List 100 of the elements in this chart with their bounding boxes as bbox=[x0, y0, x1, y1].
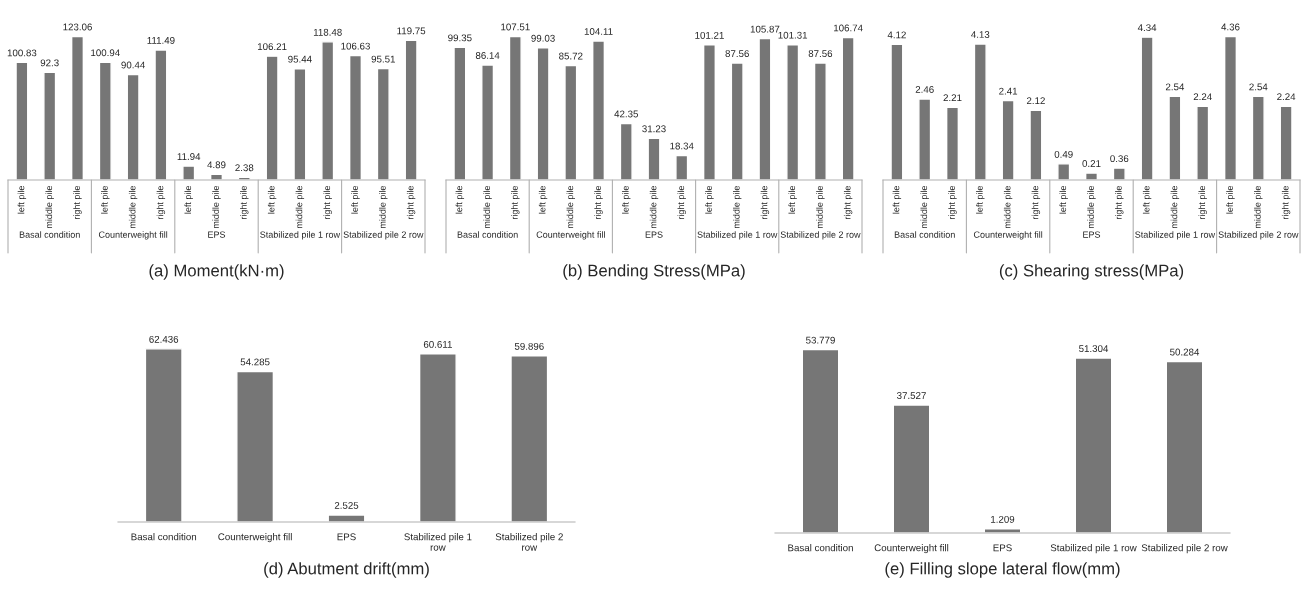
data-label: 118.48 bbox=[313, 28, 342, 36]
data-label: 106.74 bbox=[834, 24, 863, 32]
x-tick-label: right pile bbox=[1281, 185, 1291, 220]
bar bbox=[890, 43, 904, 180]
text: (b) Bending Stress(MPa) bbox=[563, 264, 745, 280]
x-tick-label: middle pile bbox=[732, 185, 742, 229]
data-label: 2.46 bbox=[915, 86, 934, 93]
x-tick-label: Counterweight fill bbox=[874, 544, 949, 554]
bar bbox=[453, 46, 467, 180]
bar bbox=[1001, 99, 1015, 180]
text: Stabilized pile 1 row bbox=[1135, 231, 1216, 240]
bar bbox=[1084, 172, 1099, 180]
x-tick-label: Stabilized pile 2 row bbox=[495, 533, 563, 551]
bar bbox=[404, 39, 418, 180]
data-label: 106.21 bbox=[257, 43, 287, 51]
text: (d) Abutment drift(mm) bbox=[264, 562, 429, 578]
text: (c) Shearing stress(MPa) bbox=[999, 264, 1184, 280]
text: Stabilized pile 2 row bbox=[343, 231, 424, 240]
x-tick-label: middle pile bbox=[483, 185, 492, 229]
bar bbox=[801, 348, 840, 533]
data-label: 4.13 bbox=[971, 31, 990, 38]
x-tick-label: left pile bbox=[892, 185, 902, 214]
data-label: 2.21 bbox=[943, 94, 962, 102]
data-label: 53.779 bbox=[806, 336, 835, 344]
data-label: 60.611 bbox=[423, 340, 452, 348]
bar bbox=[348, 54, 363, 180]
bar bbox=[236, 370, 275, 522]
x-tick-label: left pile bbox=[455, 185, 465, 214]
bar bbox=[813, 62, 827, 180]
bar bbox=[675, 154, 689, 180]
x-tick-label: middle pile bbox=[295, 185, 305, 229]
data-label: 4.36 bbox=[1221, 23, 1240, 31]
bar bbox=[15, 61, 29, 180]
text: (e) Filling slope lateral flow(mm) bbox=[885, 562, 1120, 578]
x-tick-label: middle pile bbox=[566, 185, 576, 229]
x-tick-label: EPS bbox=[337, 533, 356, 541]
text: EPS bbox=[645, 231, 663, 238]
x-tick-label: middle pile bbox=[379, 185, 388, 229]
x-tick-label: left pile bbox=[705, 185, 714, 214]
data-label: 111.49 bbox=[147, 37, 175, 44]
text: Stabilized pile 2 row bbox=[1218, 231, 1299, 240]
data-label: 0.21 bbox=[1082, 160, 1101, 167]
x-tick-label: right pile bbox=[406, 185, 416, 220]
bar bbox=[265, 55, 279, 180]
x-tick-label: right pile bbox=[594, 185, 603, 220]
x-tick-label: left pile bbox=[1226, 185, 1235, 214]
bar bbox=[841, 36, 855, 180]
x-tick-label: Basal condition bbox=[131, 533, 197, 541]
bar bbox=[1168, 95, 1182, 180]
x-tick-label: right pile bbox=[1198, 185, 1207, 220]
data-label: 2.54 bbox=[1249, 83, 1268, 91]
x-tick-label: Counterweight fill bbox=[218, 533, 292, 543]
bar bbox=[1251, 95, 1265, 180]
x-tick-label: right pile bbox=[73, 185, 82, 220]
data-label: 99.03 bbox=[531, 34, 555, 42]
x-tick-label: right pile bbox=[677, 185, 686, 220]
bar bbox=[376, 67, 390, 180]
bar bbox=[1057, 163, 1071, 180]
bar bbox=[1140, 36, 1154, 180]
x-tick-label: right pile bbox=[1115, 185, 1124, 220]
x-tick-label: middle pile bbox=[128, 185, 138, 229]
data-label: 92.3 bbox=[40, 59, 59, 67]
bar bbox=[758, 37, 772, 180]
data-label: 42.35 bbox=[614, 110, 639, 118]
data-label: 4.12 bbox=[887, 31, 906, 39]
x-tick-label: right pile bbox=[240, 185, 249, 220]
text: Basal condition bbox=[457, 231, 518, 238]
data-label: 51.304 bbox=[1079, 345, 1109, 353]
x-tick-label: Stabilized pile 2 row bbox=[1141, 544, 1228, 554]
data-label: 119.75 bbox=[397, 27, 426, 35]
x-tick-label: left pile bbox=[976, 185, 985, 214]
x-tick-label: right pile bbox=[323, 185, 332, 220]
bar bbox=[154, 49, 168, 180]
x-tick-label: middle pile bbox=[1087, 185, 1096, 229]
x-tick-label: left pile bbox=[538, 185, 548, 214]
text: Counterweight fill bbox=[973, 231, 1043, 240]
bar bbox=[1112, 167, 1126, 180]
x-tick-label: left pile bbox=[788, 185, 797, 214]
bar bbox=[1279, 105, 1293, 180]
data-label: 31.23 bbox=[642, 125, 666, 133]
data-label: 106.63 bbox=[341, 42, 370, 50]
bar bbox=[418, 353, 457, 522]
data-label: 2.12 bbox=[1026, 97, 1045, 105]
bar bbox=[536, 47, 550, 180]
data-label: 95.44 bbox=[288, 55, 312, 63]
x-tick-label: left pile bbox=[101, 185, 110, 214]
text: Basal condition bbox=[894, 231, 955, 238]
data-label: 95.51 bbox=[371, 55, 395, 63]
text: (a) Moment(kN·m) bbox=[149, 264, 284, 280]
data-label: 18.34 bbox=[670, 142, 694, 150]
bar bbox=[592, 40, 606, 180]
bar bbox=[730, 62, 744, 180]
bar bbox=[619, 122, 633, 180]
data-label: 104.11 bbox=[584, 28, 613, 35]
x-tick-label: middle pile bbox=[1254, 185, 1263, 229]
data-label: 37.527 bbox=[897, 392, 926, 399]
x-tick-label: left pile bbox=[1059, 185, 1068, 214]
x-tick-label: right pile bbox=[948, 185, 957, 220]
data-label: 2.41 bbox=[999, 87, 1018, 95]
x-tick-label: left pile bbox=[17, 185, 27, 214]
